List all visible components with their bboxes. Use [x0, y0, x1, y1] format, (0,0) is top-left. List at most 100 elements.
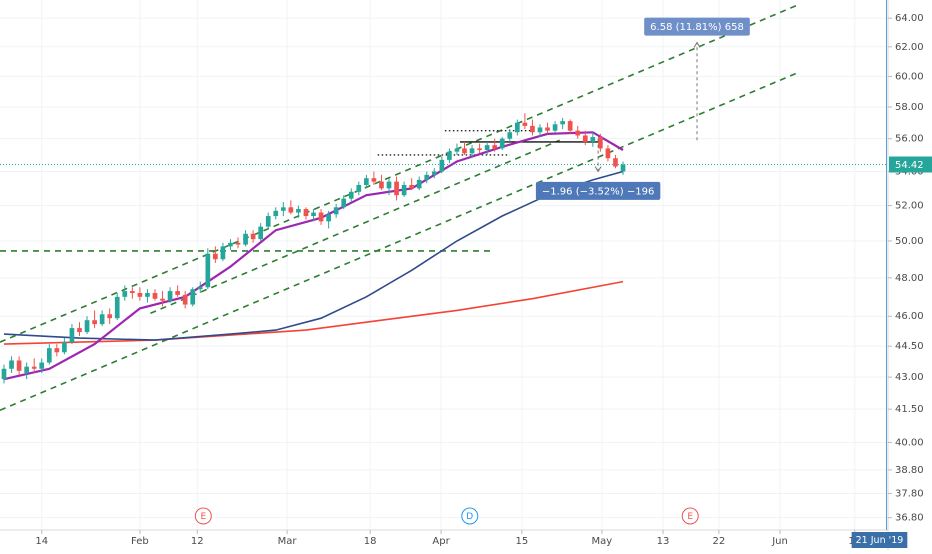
last-price-tag	[889, 156, 932, 173]
y-tick-label: 37.80	[895, 488, 924, 499]
candle-body	[235, 242, 241, 245]
candle-body	[401, 184, 407, 196]
candle-body	[280, 207, 286, 211]
x-tick-label: 14	[35, 536, 48, 547]
crosshair-tag	[851, 532, 908, 548]
candle-body	[190, 289, 196, 305]
y-tick-label: 50.00	[895, 236, 924, 247]
candle-body	[499, 138, 505, 149]
overlay: 6.58 (11.81%) 658 −1.96 (−3.52%) −196 E D E	[194, 0, 887, 530]
candle-body	[462, 148, 467, 154]
candle-body	[1, 368, 7, 380]
candle-body	[394, 181, 399, 196]
candle-body	[152, 292, 158, 299]
candle-body	[54, 348, 60, 353]
candle-body	[160, 298, 165, 301]
candle-body	[69, 328, 75, 343]
candle-body	[243, 233, 248, 245]
x-tick-label: Apr	[432, 536, 450, 547]
y-tick-label: 60.00	[895, 71, 924, 82]
candle-body	[288, 207, 294, 213]
trend-line	[150, 139, 560, 315]
candle-body	[333, 207, 339, 215]
trend-line	[0, 71, 800, 411]
candle-body	[431, 171, 437, 175]
event-label: D	[466, 512, 473, 522]
candle-body	[379, 181, 384, 189]
candle-body	[447, 151, 452, 160]
candle-body	[197, 287, 203, 290]
last-price-label: 54.42	[895, 160, 924, 171]
candle-body	[122, 291, 128, 297]
candle-body	[114, 296, 120, 319]
y-tick-label: 40.00	[895, 437, 924, 448]
candle-body	[265, 216, 271, 227]
y-tick-label: 62.00	[895, 42, 924, 53]
x-tick-label: Jun	[771, 536, 788, 547]
x-tick-label: 12	[191, 536, 204, 547]
candle-body	[129, 291, 135, 293]
plot-area	[0, 3, 888, 411]
measure-label: −1.96 (−3.52%) −196	[542, 186, 654, 197]
candle-body	[348, 191, 354, 199]
candle-body	[273, 210, 279, 217]
candle-body	[107, 314, 113, 319]
event-label: E	[687, 512, 693, 522]
x-tick-label: 22	[713, 536, 726, 547]
candle-body	[318, 212, 324, 222]
measure-label-box	[535, 181, 661, 200]
measure-arrow	[693, 41, 701, 48]
candle-body	[182, 294, 188, 305]
candle-body	[311, 212, 316, 217]
y-tick-label: 43.00	[895, 372, 924, 383]
candle-body	[258, 226, 264, 240]
candle-body	[439, 159, 445, 172]
candle-body	[175, 291, 180, 295]
candle-body	[205, 253, 211, 288]
y-tick-label: 58.00	[895, 102, 924, 113]
candle-body	[84, 320, 90, 333]
y-tick-label: 46.00	[895, 311, 924, 322]
measure-arrow	[594, 166, 602, 173]
candle-body	[77, 328, 82, 333]
candle-body	[92, 320, 97, 325]
candle-body	[326, 214, 331, 222]
x-tick-label: 13	[657, 536, 670, 547]
candle-body	[492, 145, 498, 149]
candle-body	[424, 174, 430, 180]
candle-body	[371, 178, 377, 182]
candle-body	[137, 292, 143, 297]
candle-body	[9, 360, 14, 369]
candle-body	[62, 342, 67, 353]
x-tick-label: Feb	[131, 536, 149, 547]
candle-body	[16, 360, 22, 371]
crosshair-label: 21 Jun '19	[856, 535, 904, 546]
y-tick-label: 41.50	[895, 404, 924, 415]
event-label: E	[200, 512, 206, 522]
candle-body	[46, 348, 52, 363]
candle-body	[537, 127, 543, 133]
candle-body	[530, 125, 535, 133]
event-marker	[681, 507, 699, 525]
candle-body	[167, 291, 173, 301]
candle-body	[364, 178, 369, 185]
candle-body	[560, 121, 565, 125]
y-tick-label: 44.50	[895, 341, 924, 352]
candle-body	[567, 121, 573, 131]
y-tick-label: 52.00	[895, 201, 924, 212]
x-tick-label: May	[592, 536, 613, 547]
candle-body	[303, 209, 309, 217]
x-tick-label: 15	[516, 536, 529, 547]
x-tick-label: Mar	[278, 536, 298, 547]
event-marker	[194, 507, 212, 525]
candle-body	[416, 179, 422, 189]
candle-body	[620, 164, 626, 172]
candle-body	[356, 184, 362, 192]
candle-body	[31, 366, 37, 369]
candle-body	[514, 122, 520, 133]
event-marker	[461, 507, 479, 525]
